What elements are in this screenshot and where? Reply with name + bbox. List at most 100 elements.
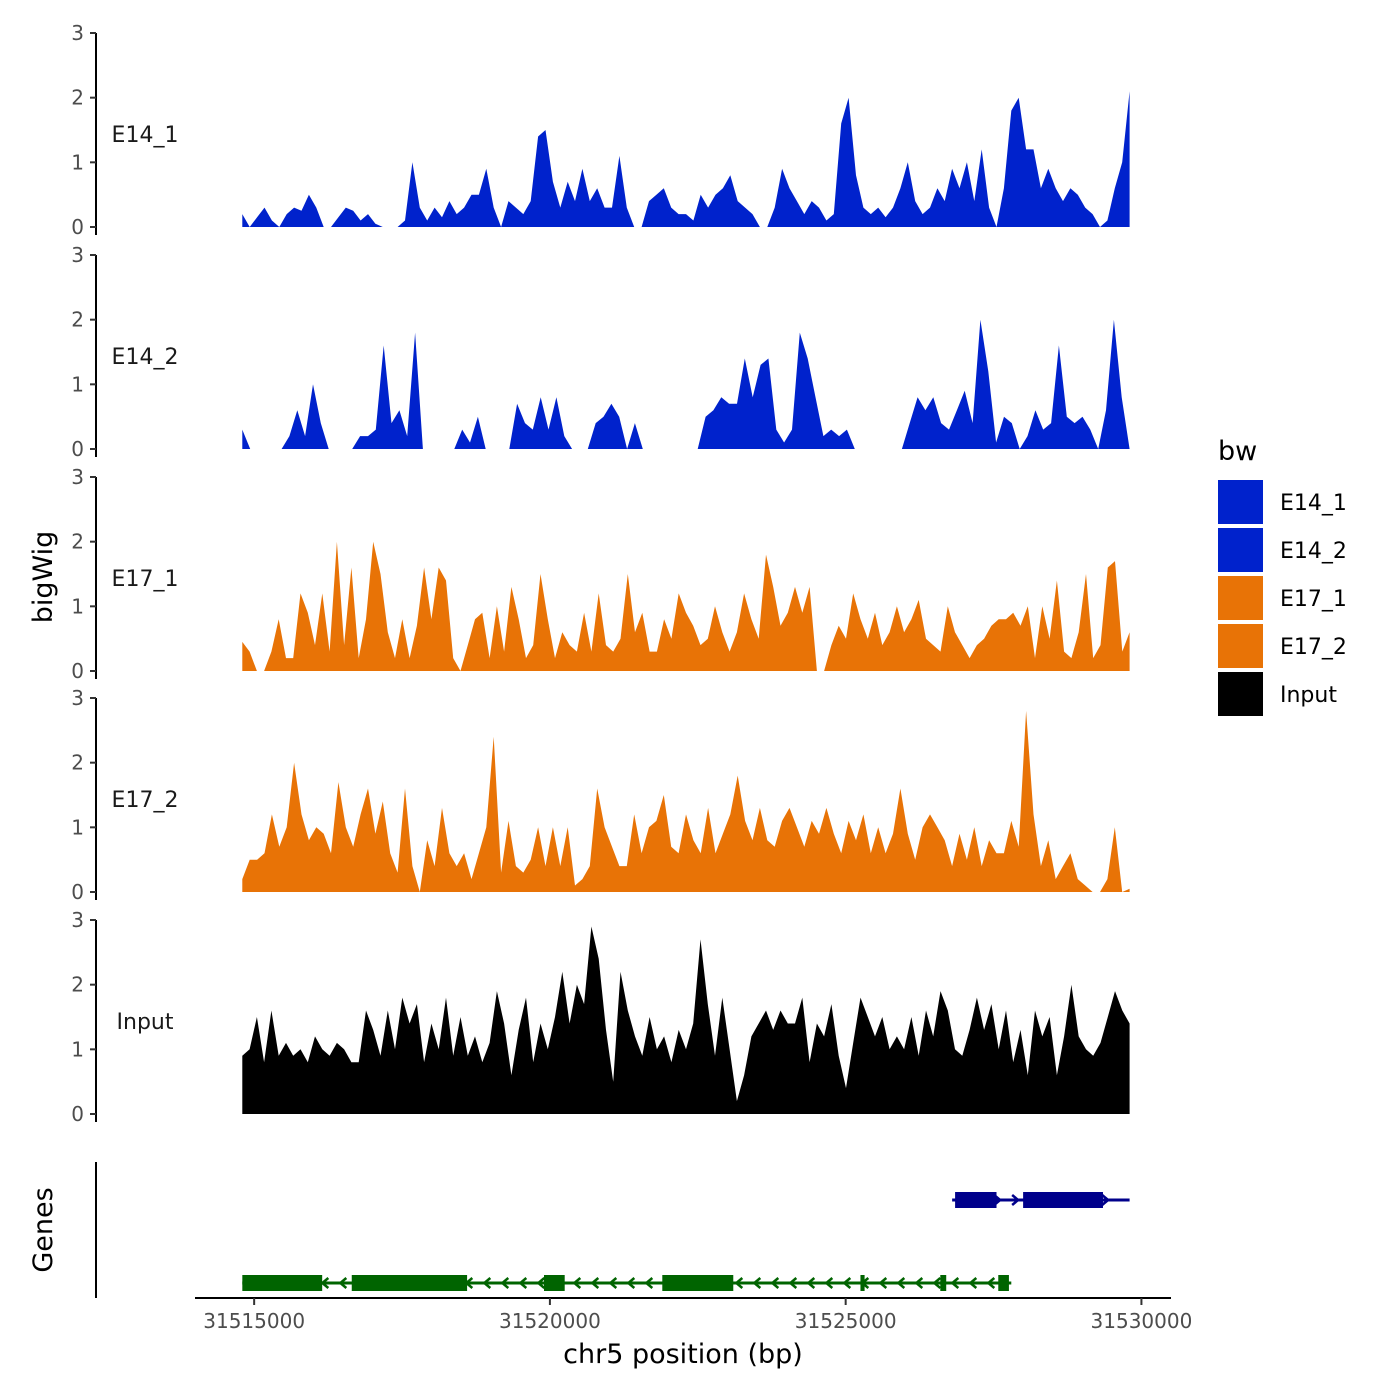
signal-area bbox=[242, 541, 1130, 671]
exon bbox=[351, 1275, 468, 1291]
legend-title: bw bbox=[1218, 436, 1257, 467]
strand-arrow bbox=[932, 1277, 942, 1289]
strand-arrow bbox=[500, 1277, 510, 1289]
legend-swatch bbox=[1218, 576, 1263, 620]
bigwig-tracks: 0 1 2 3 E14_1 0 1 2 3 E14_2 0 1 2 3 E17_1 0 1 2 3 E17_2 0 1 2 3… bbox=[71, 21, 1130, 1126]
y-tick-label: 2 bbox=[71, 973, 84, 997]
legend-item-e14-2: E14_2 bbox=[1218, 528, 1347, 572]
y-tick-label: 1 bbox=[71, 594, 84, 618]
y-tick-label: 3 bbox=[71, 21, 84, 45]
legend-item-e14-1: E14_1 bbox=[1218, 480, 1347, 524]
strand-arrow bbox=[626, 1277, 636, 1289]
legend-swatch bbox=[1218, 480, 1263, 524]
legend-swatch bbox=[1218, 528, 1263, 572]
signal-area bbox=[242, 319, 1130, 449]
x-axis-title: chr5 position (bp) bbox=[563, 1339, 803, 1370]
strand-arrow bbox=[518, 1277, 528, 1289]
y-tick-label: 0 bbox=[71, 659, 84, 683]
y-tick-label: 0 bbox=[71, 880, 84, 904]
x-tick-label: 31530000 bbox=[1091, 1309, 1193, 1333]
y-tick-label: 2 bbox=[71, 530, 84, 554]
legend-label: E14_1 bbox=[1280, 491, 1347, 516]
x-tick-label: 31520000 bbox=[499, 1309, 601, 1333]
strand-arrow bbox=[482, 1277, 492, 1289]
y-tick-label: 1 bbox=[71, 150, 84, 174]
genes-axis-title: Genes bbox=[28, 1187, 59, 1272]
y-tick-label: 3 bbox=[71, 908, 84, 932]
strand-arrow bbox=[734, 1277, 744, 1289]
track-label: Input bbox=[117, 1010, 174, 1035]
legend-item-e17-1: E17_1 bbox=[1218, 576, 1347, 620]
track-label: E14_2 bbox=[112, 345, 179, 370]
legend-swatch bbox=[1218, 624, 1263, 668]
x-tick-label: 31515000 bbox=[203, 1309, 305, 1333]
y-tick-label: 0 bbox=[71, 215, 84, 239]
strand-arrow bbox=[590, 1277, 600, 1289]
y-tick-label: 1 bbox=[71, 1037, 84, 1061]
x-axis: 31515000 31520000 31525000 31530000 bbox=[195, 1297, 1193, 1333]
signal-area bbox=[242, 926, 1130, 1114]
strand-arrow bbox=[842, 1277, 852, 1289]
track-label: E17_1 bbox=[112, 567, 179, 592]
gene-slc4a1ap: Slc4a1ap bbox=[952, 1192, 1130, 1208]
track-e17-2: 0 1 2 3 E17_2 bbox=[71, 686, 1130, 904]
exon bbox=[543, 1275, 565, 1291]
y-tick-label: 0 bbox=[71, 1102, 84, 1126]
y-tick-label: 2 bbox=[71, 308, 84, 332]
legend: bw E14_1 E14_2 E17_1 E17_2 Input bbox=[1218, 436, 1347, 716]
y-tick-label: 0 bbox=[71, 437, 84, 461]
strand-arrow bbox=[788, 1277, 798, 1289]
signal-area bbox=[242, 710, 1130, 892]
exon bbox=[940, 1275, 947, 1291]
track-e14-1: 0 1 2 3 E14_1 bbox=[71, 21, 1130, 239]
strand-arrow bbox=[1101, 1194, 1111, 1206]
y-tick-label: 3 bbox=[71, 465, 84, 489]
gene-supt7l: Supt7l bbox=[242, 1275, 1012, 1291]
strand-arrow bbox=[968, 1277, 978, 1289]
strand-arrow bbox=[644, 1277, 654, 1289]
exon bbox=[662, 1275, 734, 1291]
track-label: E14_1 bbox=[112, 123, 179, 148]
strand-arrow bbox=[770, 1277, 780, 1289]
y-tick-label: 1 bbox=[71, 815, 84, 839]
y-tick-label: 1 bbox=[71, 372, 84, 396]
legend-label: E14_2 bbox=[1280, 539, 1347, 564]
y-tick-label: 3 bbox=[71, 243, 84, 267]
exon bbox=[998, 1275, 1009, 1291]
legend-label: E17_2 bbox=[1280, 635, 1347, 660]
strand-arrow bbox=[896, 1277, 906, 1289]
signal-area bbox=[242, 91, 1130, 227]
exon bbox=[955, 1192, 997, 1208]
x-tick-label: 31525000 bbox=[795, 1309, 897, 1333]
track-e17-1: 0 1 2 3 E17_1 bbox=[71, 465, 1130, 683]
y-tick-label: 2 bbox=[71, 751, 84, 775]
strand-arrow bbox=[950, 1277, 960, 1289]
strand-arrow bbox=[986, 1277, 996, 1289]
strand-arrow bbox=[752, 1277, 762, 1289]
track-label: E17_2 bbox=[112, 788, 179, 813]
strand-arrow bbox=[824, 1277, 834, 1289]
strand-arrow bbox=[878, 1277, 888, 1289]
track-input: 0 1 2 3 Input bbox=[71, 908, 1130, 1126]
legend-swatch bbox=[1218, 672, 1263, 716]
strand-arrow bbox=[914, 1277, 924, 1289]
strand-arrow bbox=[536, 1277, 546, 1289]
strand-arrow bbox=[1011, 1194, 1021, 1206]
legend-label: E17_1 bbox=[1280, 587, 1347, 612]
strand-arrow bbox=[572, 1277, 582, 1289]
strand-arrow bbox=[338, 1277, 348, 1289]
strand-arrow bbox=[806, 1277, 816, 1289]
track-e14-2: 0 1 2 3 E14_2 bbox=[71, 243, 1130, 461]
y-tick-label: 2 bbox=[71, 86, 84, 110]
legend-item-e17-2: E17_2 bbox=[1218, 624, 1347, 668]
exon bbox=[1023, 1192, 1103, 1208]
y-tick-label: 3 bbox=[71, 686, 84, 710]
strand-arrow bbox=[320, 1277, 330, 1289]
genes-panel: Genes Slc4a1ap Supt7l bbox=[28, 1162, 1130, 1298]
exon bbox=[242, 1275, 323, 1291]
exon bbox=[860, 1275, 865, 1291]
strand-arrow bbox=[608, 1277, 618, 1289]
legend-item-input: Input bbox=[1218, 672, 1337, 716]
y-axis-title: bigWig bbox=[28, 531, 59, 624]
